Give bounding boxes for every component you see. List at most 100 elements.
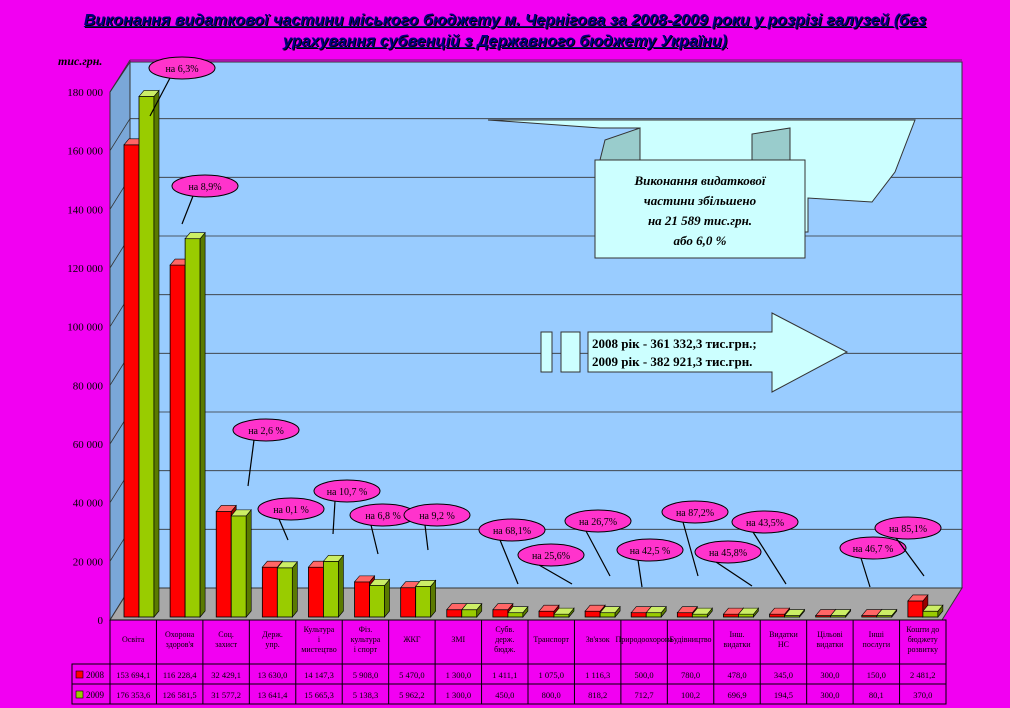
table-category-label: розвитку (908, 645, 939, 654)
y-tick-label: 180 000 (67, 87, 103, 99)
table-category-label: держ. (495, 635, 514, 644)
table-category-label: культура (351, 635, 381, 644)
table-cell: 194,5 (774, 690, 793, 700)
bubble-label: на 85,1% (889, 524, 927, 535)
total-arrow: 2008 рік - 361 332,3 тис.грн.; 2009 рік … (540, 312, 849, 393)
table-category-label: видатки (816, 640, 844, 649)
bubble-label: на 26,7% (579, 517, 617, 528)
table-category-label: НС (778, 640, 789, 649)
table-category-label: Фіз. (359, 625, 373, 634)
table-category-label: мистецтво (301, 645, 336, 654)
bubble-label: на 9,2 % (419, 511, 455, 522)
table-cell: 345,0 (774, 670, 793, 680)
y-tick-label: 120 000 (67, 263, 103, 275)
table-category-label: Цільові (817, 630, 843, 639)
legend-label: 2009 (86, 690, 105, 700)
table-cell: 5 962,2 (399, 690, 425, 700)
change-bubble: на 45,8% (694, 540, 762, 587)
table-category-label: Кошти до (906, 625, 939, 634)
table-cell: 780,0 (681, 670, 700, 680)
bar-2009 (415, 579, 437, 618)
bar-2009 (461, 602, 483, 618)
table-cell: 5 908,0 (353, 670, 379, 680)
chart-title: Виконання видаткової частини міського бю… (83, 12, 927, 50)
table-cell: 153 694,1 (116, 670, 150, 680)
table-category-label: Транспорт (533, 635, 569, 644)
table-cell: 126 581,5 (163, 690, 197, 700)
change-bubble: на 68,1% (478, 518, 546, 585)
y-tick-label: 140 000 (67, 204, 103, 216)
bubble-label: на 87,2% (676, 508, 714, 519)
table-cell: 80,1 (869, 690, 884, 700)
table-category-label: послуги (863, 640, 891, 649)
change-bubble: на 6,3% (148, 56, 216, 117)
table-category-label: Соц. (218, 630, 234, 639)
table-cell: 1 411,1 (492, 670, 517, 680)
change-bubble: на 0,1 % (257, 497, 325, 541)
table-cell: 500,0 (635, 670, 654, 680)
table-category-label: упр. (265, 640, 279, 649)
bar-2009 (830, 608, 852, 618)
table-category-label: Інші (869, 630, 885, 639)
bar-2008 (676, 605, 698, 618)
table-cell: 712,7 (635, 690, 654, 700)
change-bubble: на 46,7 % (839, 536, 907, 588)
table-cell: 150,0 (867, 670, 886, 680)
table-category-label: бюджету (908, 635, 938, 644)
bar-2009 (645, 605, 667, 618)
table-category-label: Освіта (122, 635, 145, 644)
table-cell: 800,0 (542, 690, 561, 700)
table-cell: 13 641,4 (258, 690, 289, 700)
table-cell: 100,2 (681, 690, 700, 700)
callout-banner: Виконання видаткової частини збільшено н… (487, 119, 916, 259)
callout-line-1: Виконання видаткової (633, 173, 766, 188)
table-category-label: Природоохорона (615, 635, 673, 644)
bubble-label: на 10,7 % (327, 487, 368, 498)
arrow-line-2: 2009 рік - 382 921,3 тис.грн. (592, 354, 752, 369)
change-bubble: на 42,5 % (616, 538, 684, 588)
bubble-label: на 6,3% (165, 64, 198, 75)
y-tick-label: 20 000 (73, 556, 104, 568)
table-cell: 1 075,0 (538, 670, 564, 680)
bubble-label: на 25,6% (532, 551, 570, 562)
table-cell: 300,0 (820, 690, 839, 700)
gridline-side (109, 59, 131, 93)
legend-swatch (75, 670, 84, 679)
bar-2009 (184, 231, 206, 618)
table-cell: 1 300,0 (446, 670, 472, 680)
bubble-label: на 8,9% (188, 182, 221, 193)
table-category-label: здоров'я (166, 640, 194, 649)
change-bubble: на 26,7% (564, 509, 632, 577)
table-cell: 5 138,3 (353, 690, 379, 700)
callout-line-3: на 21 589 тис.грн. (648, 213, 752, 228)
table-cell: 300,0 (820, 670, 839, 680)
bar-2009 (276, 560, 298, 618)
change-bubble: на 10,7 % (313, 479, 381, 535)
change-bubble: на 8,9% (171, 174, 239, 225)
table-cell: 14 147,3 (304, 670, 334, 680)
table-category-label: ЖКГ (403, 635, 421, 644)
table-category-label: і (318, 635, 321, 644)
table-cell: 1 300,0 (446, 690, 472, 700)
table-category-label: Видатки (769, 630, 798, 639)
table-cell: 13 630,0 (258, 670, 288, 680)
table-category-label: Охорона (165, 630, 195, 639)
callout-line-4: або 6,0 % (674, 233, 727, 248)
change-bubble: на 43,5% (731, 510, 799, 585)
y-tick-label: 100 000 (67, 322, 103, 334)
table-cell: 696,9 (727, 690, 746, 700)
table-cell: 818,2 (588, 690, 607, 700)
table-category-label: видатки (723, 640, 751, 649)
bubble-label: на 2,6 % (248, 426, 284, 437)
table-cell: 1 116,3 (585, 670, 610, 680)
table-category-label: Субв. (495, 625, 514, 634)
table-category-label: Будівництво (670, 635, 712, 644)
table-cell: 116 228,4 (163, 670, 197, 680)
table-category-label: і спорт (354, 645, 378, 654)
bubble-label: на 42,5 % (630, 546, 671, 557)
bar-2009 (368, 578, 391, 618)
table-cell: 176 353,6 (116, 690, 150, 700)
bubble-label: на 45,8% (709, 548, 747, 559)
table-category-label: Зв'язок (586, 635, 610, 644)
